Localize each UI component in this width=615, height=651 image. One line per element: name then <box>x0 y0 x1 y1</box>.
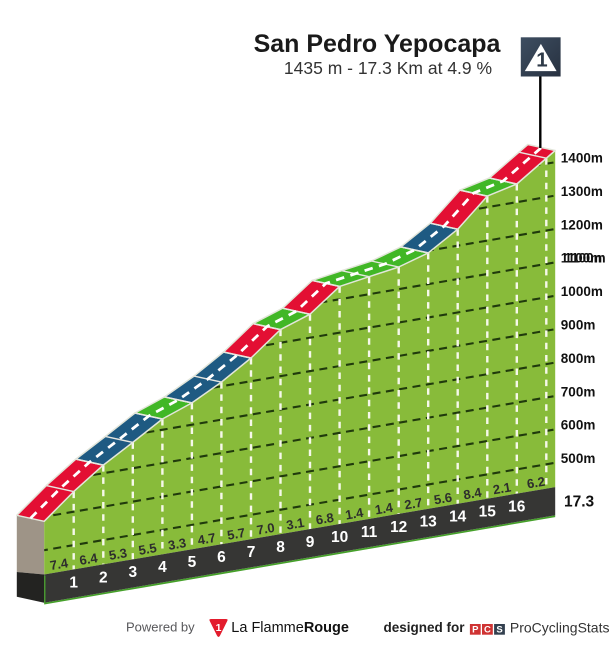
svg-text:3: 3 <box>128 564 137 581</box>
svg-text:P: P <box>472 625 479 636</box>
svg-text:4: 4 <box>158 559 167 576</box>
svg-text:7.0: 7.0 <box>255 520 275 538</box>
svg-text:5.5: 5.5 <box>137 540 157 558</box>
svg-text:S: S <box>496 625 502 636</box>
svg-text:5: 5 <box>188 554 197 571</box>
svg-text:3.3: 3.3 <box>167 535 187 553</box>
svg-text:600m: 600m <box>561 418 596 433</box>
svg-text:C: C <box>484 625 491 636</box>
svg-text:5.3: 5.3 <box>108 545 128 563</box>
svg-text:17.3: 17.3 <box>564 494 595 511</box>
svg-text:1.4: 1.4 <box>374 500 395 518</box>
svg-text:3.1: 3.1 <box>285 515 305 533</box>
svg-text:2: 2 <box>99 569 108 586</box>
svg-text:4.7: 4.7 <box>196 530 216 548</box>
svg-text:6.2: 6.2 <box>526 474 546 492</box>
svg-text:1: 1 <box>536 49 547 72</box>
svg-text:Powered by: Powered by <box>126 620 195 635</box>
svg-text:1435 m - 17.3 Km at 4.9 %: 1435 m - 17.3 Km at 4.9 % <box>284 58 492 78</box>
svg-text:1.4: 1.4 <box>344 505 365 523</box>
svg-text:5.6: 5.6 <box>433 490 453 508</box>
svg-text:13: 13 <box>420 514 438 531</box>
svg-text:12: 12 <box>390 519 407 536</box>
svg-text:designed for: designed for <box>384 620 466 635</box>
svg-text:11: 11 <box>361 524 378 541</box>
svg-text:14: 14 <box>449 509 467 526</box>
svg-text:1: 1 <box>69 574 78 591</box>
svg-text:500m: 500m <box>561 451 596 466</box>
svg-text:2.1: 2.1 <box>492 479 512 497</box>
svg-text:7: 7 <box>247 544 256 561</box>
svg-text:2.7: 2.7 <box>403 495 423 513</box>
svg-text:8: 8 <box>276 539 285 556</box>
svg-text:1100m: 1100m <box>561 251 602 266</box>
svg-text:9: 9 <box>306 534 315 551</box>
svg-text:16: 16 <box>508 499 526 516</box>
svg-text:10: 10 <box>331 529 348 546</box>
svg-text:6.4: 6.4 <box>78 550 99 568</box>
svg-text:1300m: 1300m <box>561 184 603 199</box>
svg-text:1200m: 1200m <box>561 217 603 232</box>
svg-text:1400m: 1400m <box>561 151 603 166</box>
svg-text:15: 15 <box>479 504 497 521</box>
svg-text:San Pedro Yepocapa: San Pedro Yepocapa <box>254 30 502 58</box>
svg-text:La FlammeRouge: La FlammeRouge <box>231 620 349 636</box>
svg-text:ProCyclingStats: ProCyclingStats <box>510 620 610 636</box>
svg-text:900m: 900m <box>561 318 596 333</box>
svg-text:1000m: 1000m <box>561 284 603 299</box>
svg-text:700m: 700m <box>561 384 596 399</box>
svg-text:7.4: 7.4 <box>49 555 70 573</box>
svg-text:1: 1 <box>216 622 222 634</box>
svg-text:1100m: 1100m <box>564 251 605 266</box>
svg-text:800m: 800m <box>561 351 596 366</box>
svg-text:6: 6 <box>217 549 226 566</box>
svg-text:6.8: 6.8 <box>315 510 335 528</box>
svg-text:5.7: 5.7 <box>226 525 246 543</box>
svg-text:8.4: 8.4 <box>462 484 483 502</box>
